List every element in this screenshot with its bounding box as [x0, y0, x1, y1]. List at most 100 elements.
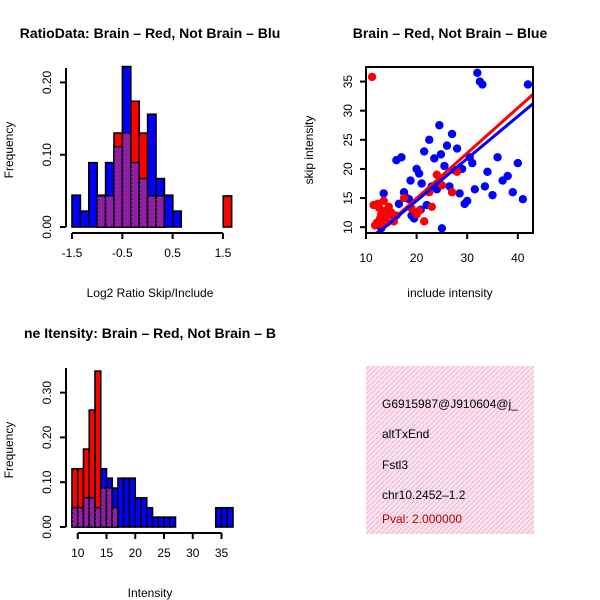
- ratio-x-tick-label: -0.5: [112, 246, 133, 260]
- ratio-bar-notbrain: [172, 210, 183, 228]
- scatter-title: Brain – Red, Not Brain – Blue: [353, 25, 548, 41]
- scatter-point-notbrain: [435, 121, 444, 130]
- intensity-bar-notbrain: [157, 516, 165, 528]
- scatter-point-notbrain: [440, 161, 449, 171]
- info-event-type: altTxEnd: [382, 427, 429, 441]
- scatter-point-notbrain: [455, 189, 464, 198]
- ratio-bar-notbrain: [88, 161, 99, 228]
- scatter-point-notbrain: [508, 188, 517, 197]
- intensity-bar-overlap-hatch: [89, 497, 95, 527]
- scatter-frame: [365, 66, 534, 234]
- scatter-y-tick-label: 20: [341, 162, 355, 176]
- intensity-y-tick-label: 0.20: [40, 425, 54, 449]
- scatter-ylabel: skip intensity: [302, 116, 316, 185]
- scatter-y-tick-label: 10: [341, 220, 355, 234]
- ratio-bar-overlap-hatch: [139, 178, 148, 227]
- ratio-bar-brain: [222, 195, 233, 228]
- scatter-point-notbrain: [379, 189, 388, 198]
- intensity-histogram: ne Itensity: Brain – Red, Not Brain – B …: [2, 325, 276, 600]
- ratio-bar-overlap-hatch: [97, 195, 106, 227]
- scatter-point-notbrain: [468, 158, 477, 168]
- ratio-x-tick-label: 1.5: [215, 246, 232, 260]
- ratio-bar-notbrain: [71, 194, 82, 228]
- ratio-bar-overlap-hatch: [156, 195, 165, 227]
- info-location: chr10.2452–1.2: [382, 488, 466, 502]
- scatter-x-tick-label: 10: [359, 251, 373, 265]
- ratio-y-tick-label: 0.20: [40, 70, 54, 94]
- ratio-bar-overlap-hatch: [122, 133, 131, 227]
- ratio-bar-overlap-hatch: [147, 195, 157, 227]
- intensity-x-tick-label: 20: [129, 546, 143, 560]
- ratio-x-tick-label: -1.5: [62, 246, 83, 260]
- scatter-point-notbrain: [425, 135, 434, 145]
- scatter-point-brain: [419, 217, 429, 226]
- ratio-bar-notbrain: [79, 210, 90, 228]
- scatter-point-brain: [447, 188, 457, 197]
- intensity-y-tick-label: 0.30: [40, 381, 54, 405]
- info-panel: G6915987@J910604@j_ altTxEnd Fstl3 chr10…: [366, 366, 534, 534]
- ratio-y-tick-label: 0.00: [40, 215, 54, 239]
- intensity-x-tick-label: 30: [186, 546, 200, 560]
- intensity-histogram-title: ne Itensity: Brain – Red, Not Brain – B: [24, 325, 276, 341]
- ratio-bar-overlap-hatch: [105, 195, 115, 227]
- intensity-bar-overlap-hatch: [77, 507, 84, 527]
- intensity-histogram-ylabel: Frequency: [2, 422, 16, 479]
- scatter-point-notbrain: [473, 68, 482, 78]
- intensity-bar-overlap-hatch: [95, 507, 101, 527]
- intensity-x-tick-label: 15: [100, 546, 114, 560]
- intensity-bar-notbrain: [226, 506, 234, 528]
- scatter-y-tick-label: 30: [341, 104, 355, 118]
- scatter-point-notbrain: [493, 153, 502, 162]
- ratio-histogram: RatioData: Brain – Red, Not Brain – Blu …: [2, 25, 280, 300]
- ratio-histogram-ylabel: Frequency: [2, 122, 16, 179]
- intensity-y-tick-label: 0.00: [40, 515, 54, 539]
- intensity-bar-notbrain: [128, 477, 137, 528]
- scatter-point-notbrain: [470, 185, 480, 194]
- intensity-bar-overlap-hatch: [112, 507, 118, 527]
- scatter-point-notbrain: [417, 179, 426, 188]
- intensity-bar-notbrain: [140, 497, 148, 528]
- intensity-bar-brain: [94, 370, 102, 528]
- scatter-point-notbrain: [483, 167, 492, 177]
- intensity-bar-notbrain: [220, 506, 229, 528]
- info-event-id: G6915987@J910604@j_: [382, 397, 518, 411]
- scatter-point-notbrain: [406, 176, 415, 185]
- fit-line-notbrain: [375, 102, 533, 233]
- ratio-bar-overlap-hatch: [114, 146, 123, 227]
- intensity-bar-notbrain: [145, 506, 154, 528]
- scatter-y-tick-label: 15: [341, 191, 355, 205]
- scatter-point-notbrain: [447, 129, 457, 139]
- intensity-x-tick-label: 25: [157, 546, 171, 560]
- scatter-point-notbrain: [414, 169, 424, 178]
- scatter-point-notbrain: [503, 171, 512, 181]
- scatter-point-brain: [399, 193, 409, 203]
- scatter-point-notbrain: [488, 190, 497, 200]
- scatter-point-brain: [367, 72, 377, 82]
- intensity-bar-overlap-hatch: [100, 488, 107, 527]
- scatter-xlabel: include intensity: [407, 286, 492, 300]
- intensity-histogram-xlabel: Intensity: [128, 586, 173, 600]
- info-panel-background: [366, 366, 534, 534]
- intensity-bar-notbrain: [151, 516, 160, 528]
- scatter-plot-area: [367, 68, 533, 233]
- intensity-bar-notbrain: [168, 516, 177, 528]
- scatter-point-notbrain: [478, 80, 487, 89]
- intensity-bar-overlap-hatch: [83, 497, 90, 527]
- intensity-bar-notbrain: [117, 477, 125, 528]
- ratio-x-tick-label: 0.5: [164, 246, 181, 260]
- scatter-point-notbrain: [436, 150, 446, 159]
- scatter-point-notbrain: [463, 196, 472, 206]
- scatter-point-notbrain: [442, 141, 452, 150]
- scatter-point-notbrain: [397, 153, 406, 162]
- ratio-bar-notbrain: [163, 194, 174, 228]
- scatter-point-notbrain: [452, 144, 462, 153]
- scatter-point-notbrain: [523, 80, 533, 89]
- ratio-histogram-title: RatioData: Brain – Red, Not Brain – Blu: [20, 25, 281, 41]
- scatter-x-tick-label: 40: [511, 251, 525, 265]
- scatter-point-brain: [427, 202, 436, 211]
- info-gene: Fstl3: [382, 458, 408, 472]
- scatter-y-tick-label: 25: [341, 133, 355, 147]
- info-pval: Pval: 2.000000: [382, 512, 462, 526]
- intensity-x-tick-label: 10: [71, 546, 85, 560]
